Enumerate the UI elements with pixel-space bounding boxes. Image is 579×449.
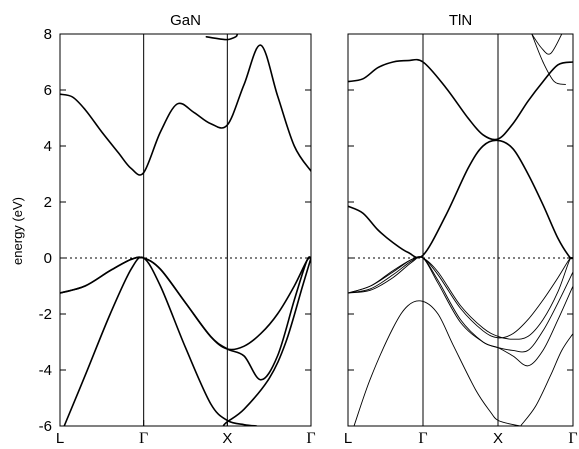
- gan-ytick-label: -2: [39, 306, 52, 323]
- tln-xtick-label: Γ: [418, 430, 427, 447]
- y-axis-label: energy (eV): [10, 197, 25, 265]
- gan-xtick-label: Γ: [139, 430, 148, 447]
- tln-xtick-label: L: [344, 430, 352, 447]
- tln-band-7: [353, 300, 521, 426]
- gan-band-3: [60, 256, 311, 351]
- gan-xtick-label: X: [222, 430, 232, 447]
- gan-xtick-label: L: [56, 430, 64, 447]
- gan-ytick-label: -6: [39, 418, 52, 435]
- tln-xtick-label: X: [493, 430, 503, 447]
- gan-ytick-label: 4: [44, 138, 52, 155]
- gan-plot-frame: [59, 33, 312, 427]
- tln-panel: L Γ X Γ TlN: [344, 12, 578, 447]
- tln-band-9: [531, 34, 566, 85]
- gan-ytick-label: 6: [44, 82, 52, 99]
- tln-band-2: [348, 139, 573, 260]
- gan-panel: -6 -4 -2 0 2 4 6 8 L Γ X Γ GaN: [39, 12, 316, 447]
- tln-band-5: [348, 256, 573, 367]
- tln-xtick-label: Γ: [568, 430, 577, 447]
- gan-ytick-label: 0: [44, 250, 52, 267]
- gan-ytick-label: -4: [39, 362, 52, 379]
- gan-xtick-label: Γ: [306, 430, 315, 447]
- tln-band-4: [348, 256, 573, 339]
- tln-band-8: [520, 333, 573, 426]
- tln-band-3: [348, 256, 573, 340]
- tln-band-10: [531, 34, 563, 55]
- gan-panel-title: GaN: [170, 12, 201, 29]
- gan-band-5: [222, 257, 311, 426]
- tln-panel-title: TlN: [449, 12, 472, 29]
- gan-band-6: [205, 34, 239, 41]
- gan-ytick-label: 2: [44, 194, 52, 211]
- gan-ytick-label: 8: [44, 26, 52, 43]
- tln-band-1: [348, 58, 573, 141]
- tln-band-6: [348, 256, 573, 353]
- gan-band-1: [60, 44, 311, 176]
- tln-plot-frame: [347, 33, 574, 427]
- gan-band-4: [63, 256, 258, 426]
